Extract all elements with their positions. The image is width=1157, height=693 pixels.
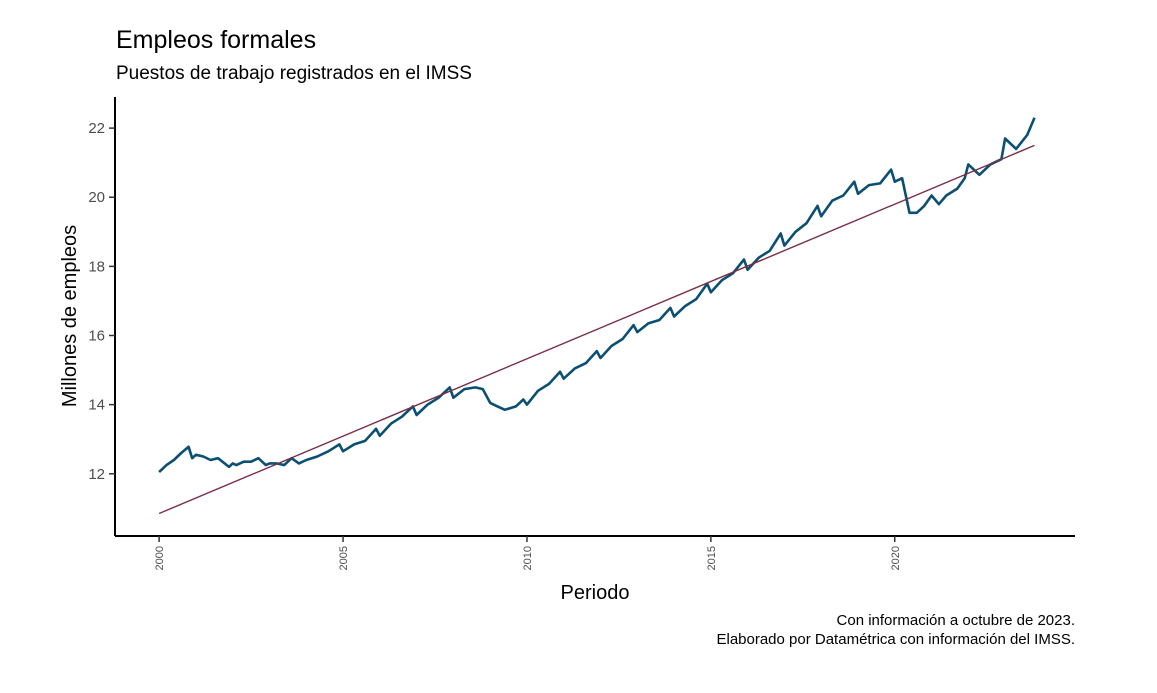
x-tick-label: 2015	[706, 546, 718, 570]
y-tick-label: 22	[88, 120, 105, 137]
series-line-empleos	[158, 117, 1036, 474]
chart-title: Empleos formales	[116, 26, 317, 54]
x-tick-label: 2000	[154, 546, 166, 570]
y-axis-ticks: 12 14 16 18 20 22	[88, 120, 115, 483]
x-axis-ticks: 2000 2005 2010 2015 2020	[154, 536, 902, 570]
caption-line-1: Con información a octubre de 2023.	[836, 612, 1075, 629]
y-axis-title: Millones de empleos	[59, 225, 81, 407]
x-tick-label: 2020	[890, 546, 902, 570]
y-tick-label: 12	[88, 466, 105, 483]
trend-line	[158, 144, 1035, 515]
y-tick-label: 18	[88, 258, 105, 275]
y-tick-label: 20	[88, 189, 105, 206]
chart-caption: Con información a octubre de 2023. Elabo…	[716, 611, 1075, 649]
x-axis-title: Periodo	[561, 582, 630, 604]
x-tick-label: 2010	[522, 546, 534, 570]
y-tick-label: 14	[88, 397, 105, 414]
x-tick-label: 2005	[338, 546, 350, 570]
chart-subtitle: Puestos de trabajo registrados en el IMS…	[116, 63, 472, 84]
caption-line-2: Elaborado por Datamétrica con informació…	[716, 631, 1075, 648]
y-tick-label: 16	[88, 328, 105, 345]
